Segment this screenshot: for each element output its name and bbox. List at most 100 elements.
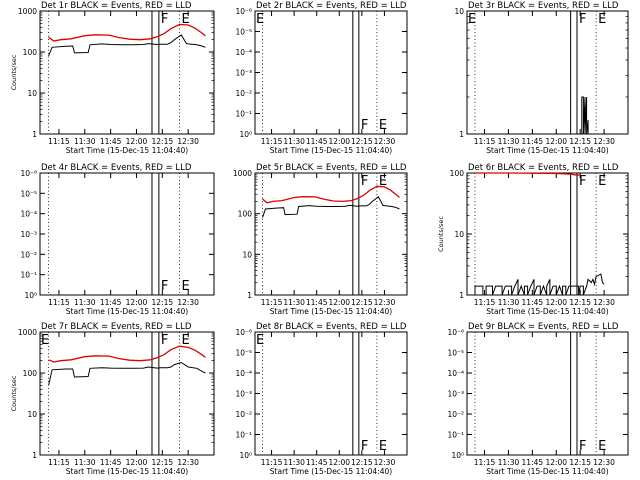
x-axis-label: Start Time (15-Dec-15 11:04:40) bbox=[66, 467, 188, 476]
y-tick-label: 100 bbox=[23, 369, 38, 378]
plot-frame bbox=[254, 331, 408, 456]
plot-frame bbox=[39, 331, 215, 456]
flare-interval-box bbox=[570, 172, 578, 296]
flare-interval-box bbox=[570, 331, 578, 456]
y-tick-label: 1000 bbox=[18, 7, 37, 16]
front-marker-label: F bbox=[161, 333, 168, 348]
x-axis-label: Start Time (15-Dec-15 11:04:40) bbox=[66, 307, 188, 316]
y-tick-label: 10⁻⁶ bbox=[235, 7, 252, 16]
lld-series-line bbox=[48, 345, 206, 363]
plot-frame bbox=[466, 10, 629, 135]
y-tick-label: 10⁻⁵ bbox=[235, 349, 252, 358]
front-marker-label: F bbox=[161, 279, 168, 294]
y-tick-label: 10⁰ bbox=[239, 451, 252, 460]
x-tick-label: 12:30 bbox=[374, 137, 396, 146]
y-tick-label: 10⁻⁶ bbox=[235, 328, 252, 337]
plot-frame bbox=[39, 172, 215, 296]
front-marker-label: F bbox=[579, 439, 586, 454]
end-marker-label: E bbox=[256, 333, 264, 348]
x-tick-label: 11:45 bbox=[100, 137, 122, 146]
x-tick-label: 12:30 bbox=[177, 137, 199, 146]
y-tick-label: 10⁰ bbox=[239, 130, 252, 139]
plot-frame bbox=[254, 10, 408, 135]
x-tick-label: 12:15 bbox=[569, 137, 591, 146]
x-tick-label: 11:30 bbox=[498, 298, 520, 307]
x-axis-label: Start Time (15-Dec-15 11:04:40) bbox=[486, 307, 608, 316]
y-tick-label: 10⁰ bbox=[451, 451, 464, 460]
x-tick-label: 11:45 bbox=[100, 458, 122, 467]
x-tick-label: 12:00 bbox=[126, 298, 148, 307]
end-marker-label: E bbox=[598, 174, 606, 189]
y-tick-label: 10 bbox=[27, 89, 37, 98]
x-axis-label: Start Time (15-Dec-15 11:04:40) bbox=[486, 467, 608, 476]
x-tick-label: 12:30 bbox=[593, 298, 615, 307]
front-marker-label: F bbox=[361, 174, 368, 189]
lld-series-line bbox=[48, 23, 206, 42]
y-axis-label: Counts/sec bbox=[10, 54, 18, 90]
y-tick-label: 10⁻⁴ bbox=[235, 369, 252, 378]
x-tick-label: 11:15 bbox=[48, 298, 70, 307]
y-tick-label: 10⁻⁴ bbox=[20, 210, 37, 219]
panel-title: Det 6r BLACK = Events, RED = LLD bbox=[468, 163, 619, 173]
flare-interval-box bbox=[151, 10, 160, 135]
x-tick-label: 11:15 bbox=[474, 458, 496, 467]
panel-det-3r: Det 3r BLACK = Events, RED = LLD 1 10 11:15… bbox=[454, 1, 629, 155]
y-tick-label: 10⁻² bbox=[235, 89, 252, 98]
y-tick-label: 10⁰ bbox=[24, 291, 37, 300]
y-tick-label: 10⁻² bbox=[447, 410, 464, 419]
y-tick-label: 1 bbox=[459, 130, 464, 139]
flare-interval-box bbox=[352, 331, 360, 456]
end-marker-label: E bbox=[598, 12, 606, 27]
y-tick-label: 1 bbox=[32, 130, 37, 139]
x-tick-label: 12:30 bbox=[374, 458, 396, 467]
plot-frame bbox=[39, 10, 215, 135]
x-tick-label: 11:45 bbox=[522, 137, 544, 146]
x-tick-label: 12:15 bbox=[569, 298, 591, 307]
x-tick-label: 12:00 bbox=[126, 458, 148, 467]
x-tick-label: 12:30 bbox=[177, 458, 199, 467]
x-tick-label: 11:45 bbox=[522, 458, 544, 467]
lld-series-line bbox=[262, 185, 400, 204]
end-marker-label: E bbox=[41, 333, 49, 348]
x-tick-label: 11:30 bbox=[498, 458, 520, 467]
y-tick-label: 10⁻¹ bbox=[447, 431, 464, 440]
plot-frame bbox=[254, 172, 408, 296]
panel-title: Det 5r BLACK = Events, RED = LLD bbox=[256, 163, 407, 173]
y-tick-label: 10⁻¹ bbox=[235, 431, 252, 440]
panel-title: Det 8r BLACK = Events, RED = LLD bbox=[256, 322, 407, 332]
front-marker-label: F bbox=[579, 174, 586, 189]
y-tick-label: 10⁻⁶ bbox=[20, 169, 37, 178]
x-tick-label: 11:45 bbox=[306, 298, 328, 307]
panel-det-5r: Det 5r BLACK = Events, RED = LLD 1 10 100 10… bbox=[233, 163, 408, 316]
flare-interval-box bbox=[570, 10, 578, 135]
x-tick-label: 12:15 bbox=[569, 458, 591, 467]
y-tick-label: 1 bbox=[247, 291, 252, 300]
events-series-line bbox=[474, 273, 605, 296]
x-axis-label: Start Time (15-Dec-15 11:04:40) bbox=[270, 307, 392, 316]
x-tick-label: 11:15 bbox=[474, 137, 496, 146]
end-marker-label: E bbox=[468, 12, 476, 27]
y-axis-label: Counts/sec bbox=[437, 216, 445, 252]
events-series-line bbox=[48, 34, 206, 57]
lld-series-line bbox=[475, 172, 581, 176]
y-tick-label: 100 bbox=[450, 169, 465, 178]
y-tick-label: 1000 bbox=[18, 328, 37, 337]
x-tick-label: 12:00 bbox=[545, 458, 567, 467]
y-tick-label: 10⁻³ bbox=[235, 69, 252, 78]
y-tick-label: 10⁻¹ bbox=[20, 271, 37, 280]
events-series-line bbox=[48, 361, 206, 386]
y-tick-label: 10⁻⁵ bbox=[20, 189, 37, 198]
x-axis-label: Start Time (15-Dec-15 11:04:40) bbox=[270, 467, 392, 476]
end-marker-label: E bbox=[182, 12, 190, 27]
y-tick-label: 10⁻³ bbox=[235, 390, 252, 399]
y-tick-label: 10⁻² bbox=[235, 410, 252, 419]
x-tick-label: 12:00 bbox=[126, 137, 148, 146]
y-tick-label: 10⁻³ bbox=[447, 390, 464, 399]
front-marker-label: F bbox=[579, 12, 586, 27]
x-tick-label: 11:15 bbox=[48, 458, 70, 467]
y-tick-label: 100 bbox=[238, 210, 253, 219]
end-marker-label: E bbox=[379, 174, 387, 189]
y-tick-label: 10⁻⁴ bbox=[235, 48, 252, 57]
x-tick-label: 12:15 bbox=[152, 458, 174, 467]
x-tick-label: 11:15 bbox=[261, 458, 283, 467]
